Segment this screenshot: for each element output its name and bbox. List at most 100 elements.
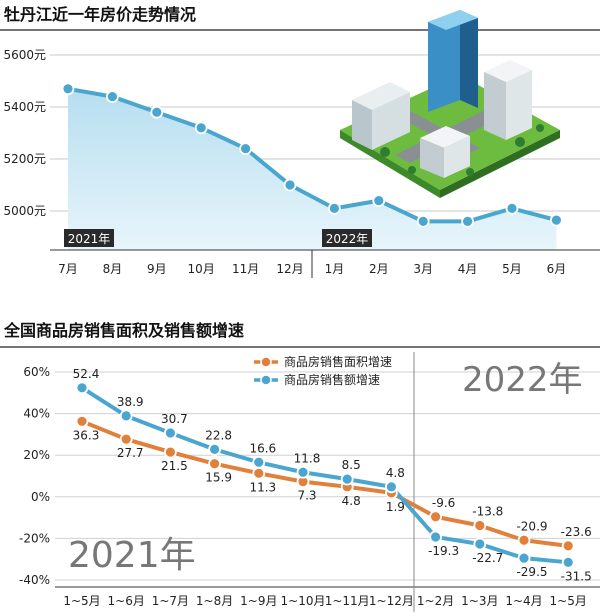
data-label: -13.8 <box>472 505 503 519</box>
series-point <box>561 539 575 553</box>
chart-2-x-tick: 1~11月 <box>325 594 370 608</box>
tree-icon <box>515 137 525 147</box>
data-label: -9.6 <box>432 496 455 510</box>
right-building-top <box>484 60 532 82</box>
chart-2-x-tick: 1~4月 <box>505 594 542 608</box>
chart-1-x-tick: 8月 <box>103 262 123 276</box>
series-line <box>80 385 571 565</box>
chart-1-y-tick: 5200元 <box>3 152 46 166</box>
chart-2-x-tick: 1~3月 <box>461 594 498 608</box>
data-label: 15.9 <box>205 471 232 485</box>
price-point <box>550 213 563 227</box>
data-label: 36.3 <box>73 428 100 442</box>
chart-1-title: 牡丹江近一年房价走势情况 <box>4 5 196 24</box>
series-point <box>473 519 487 532</box>
price-point <box>327 201 341 215</box>
data-label: 7.3 <box>297 489 316 503</box>
chart-2-y-tick: 40% <box>23 407 50 421</box>
chart-1-x-tick: 9月 <box>147 262 167 276</box>
chart-1-x-tick: 5月 <box>502 262 522 276</box>
data-label: 4.8 <box>342 494 361 508</box>
chart-2: 全国商品房销售面积及销售额增速 60% 40% 20% 0% -20% -40% 2021… <box>0 321 600 612</box>
chart-1-y-tick: 5600元 <box>3 48 46 62</box>
series-point <box>208 442 222 456</box>
mid-building-front <box>444 136 470 178</box>
legend-swatch-marker <box>260 356 272 368</box>
chart-2-x-tick: 1~8月 <box>196 594 233 608</box>
chart-2-x-tick: 1~10月 <box>281 594 326 608</box>
data-label: 21.5 <box>161 459 188 473</box>
chart-2-x-tick: 1~5月 <box>550 594 587 608</box>
year-label-2021: 2021年 <box>68 535 196 576</box>
chart-1-x-tick: 4月 <box>458 262 478 276</box>
data-label: 4.8 <box>386 466 405 480</box>
price-point <box>416 214 430 228</box>
price-point <box>194 121 208 135</box>
price-point <box>283 178 297 192</box>
mid-building-side <box>420 138 444 178</box>
chart-2-x-tick: 1~9月 <box>240 594 277 608</box>
chart-2-x-tick: 1~7月 <box>152 594 189 608</box>
series-point <box>296 465 310 479</box>
chart-2-y-tick: -20% <box>19 531 50 545</box>
tree-icon <box>408 166 416 174</box>
data-label: 11.8 <box>294 451 321 465</box>
city-base-right <box>440 130 560 198</box>
data-label: -29.5 <box>516 565 547 579</box>
data-label: -23.6 <box>561 525 592 539</box>
legend-swatch-marker <box>260 374 272 386</box>
price-area-fill <box>68 88 557 250</box>
series-point <box>163 426 177 440</box>
price-point <box>372 194 386 208</box>
series-point <box>252 455 266 469</box>
year-tag-bg <box>64 229 114 247</box>
data-label: 16.6 <box>249 441 276 455</box>
series-point <box>429 510 443 524</box>
series-point <box>119 432 133 446</box>
legend-label: 商品房销售额增速 <box>284 372 380 387</box>
year-tag-bg <box>322 229 372 247</box>
right-building-front <box>506 70 532 140</box>
left-building-top <box>352 82 410 110</box>
series-point <box>517 533 531 547</box>
chart-1-x-tick: 10月 <box>188 262 215 276</box>
chart-1-x-tick: 11月 <box>232 262 259 276</box>
data-label: 30.7 <box>161 412 188 426</box>
chart-1-x-tick: 3月 <box>413 262 433 276</box>
tree-icon <box>536 124 544 132</box>
series-point <box>340 472 354 486</box>
left-building-side <box>352 100 372 150</box>
price-point <box>461 214 475 228</box>
tree-icon <box>466 168 474 176</box>
city-base-left <box>340 130 440 198</box>
chart-2-x-tick: 1~5月 <box>63 594 100 608</box>
data-label: 22.8 <box>205 428 232 442</box>
chart-2-x-tick: 1~12月 <box>369 594 414 608</box>
city-illustration <box>340 10 560 198</box>
series-point <box>473 537 487 551</box>
price-point <box>239 142 253 156</box>
tower-side <box>460 10 478 108</box>
year-tag-label: 2022年 <box>326 232 369 246</box>
year-tag-label: 2021年 <box>68 232 111 246</box>
series-point <box>119 409 133 423</box>
series-point <box>163 445 177 459</box>
chart-2-x-tick: 1~6月 <box>108 594 145 608</box>
series-point <box>384 480 398 494</box>
chart-1: 牡丹江近一年房价走势情况 5000元 5200元 5400元 5600元 7月 8月 9月… <box>0 0 600 278</box>
data-label: -31.5 <box>561 569 592 583</box>
chart-2-y-tick: 0% <box>31 490 50 504</box>
price-point <box>150 105 164 119</box>
chart-1-x-tick: 6月 <box>547 262 567 276</box>
chart-1-x-tick: 12月 <box>276 262 303 276</box>
right-building-side <box>484 72 506 140</box>
chart-1-y-tick: 5000元 <box>3 204 46 218</box>
series-point <box>75 414 89 428</box>
chart-1-title-bg <box>0 0 600 30</box>
series-point <box>252 466 266 480</box>
tower-front <box>428 10 460 112</box>
series-point <box>208 457 222 471</box>
series-point <box>75 381 89 395</box>
chart-2-x-tick: 1~2月 <box>417 594 454 608</box>
